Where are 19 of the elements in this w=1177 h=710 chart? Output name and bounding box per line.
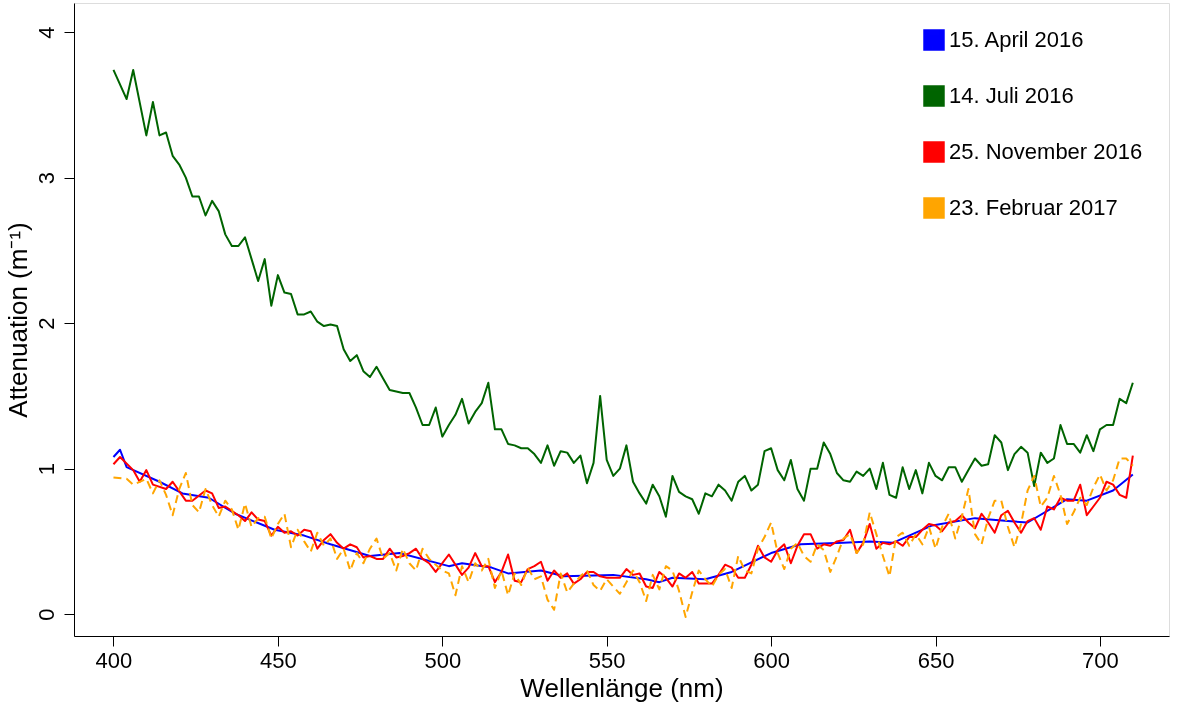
x-tick-label: 600 (753, 647, 790, 673)
x-tick-label: 500 (424, 647, 462, 673)
x-tick-label: 450 (260, 647, 297, 673)
legend-label: 14. Juli 2016 (949, 83, 1074, 108)
y-tick-label: 1 (33, 463, 59, 476)
x-tick-label: 400 (95, 647, 133, 673)
x-axis-title: Wellenlänge (nm) (520, 672, 724, 703)
x-tick-label: 700 (1082, 647, 1119, 673)
legend-label: 23. Februar 2017 (949, 195, 1118, 220)
y-tick-label: 2 (33, 317, 59, 330)
y-tick-label: 0 (33, 608, 59, 621)
y-axis-title: Attenuation (m⁻¹) (2, 222, 33, 418)
y-tick-label: 4 (33, 26, 59, 39)
legend-label: 15. April 2016 (949, 27, 1084, 52)
x-tick-label: 550 (588, 647, 626, 673)
line-series (112, 457, 1134, 619)
legend-label: 25. November 2016 (949, 139, 1143, 164)
x-tick-label: 650 (917, 647, 955, 673)
y-tick-label: 3 (33, 172, 59, 185)
